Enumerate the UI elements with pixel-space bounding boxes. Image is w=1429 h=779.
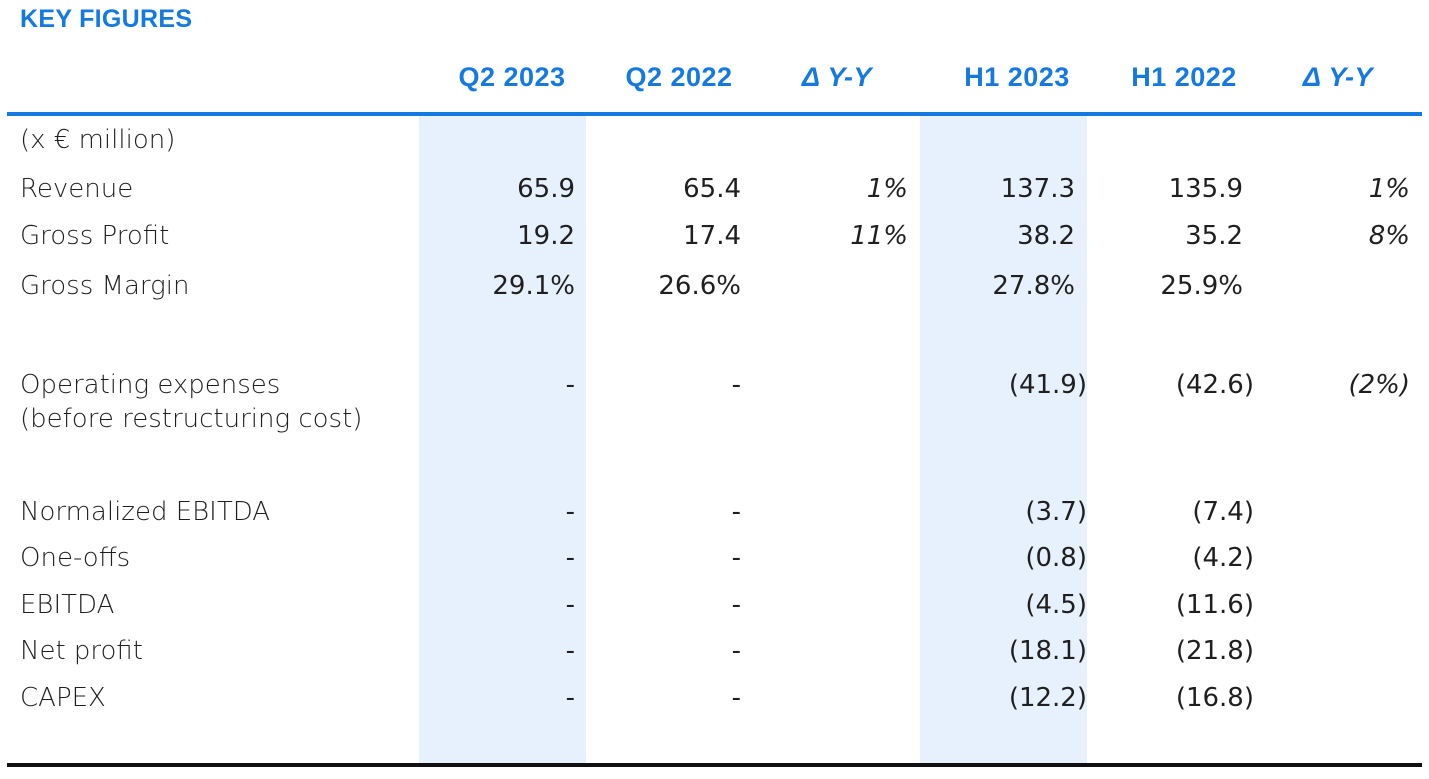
cell-gross-margin-h1-2022: 25.9% xyxy=(1160,271,1243,301)
cell-normalized-ebitda-q2-2022: - xyxy=(731,497,741,527)
cell-opex-q2-2022: - xyxy=(731,370,741,400)
page-title: KEY FIGURES xyxy=(20,5,193,33)
cell-capex-q2-2023: - xyxy=(565,683,575,713)
cell-gross-margin-q2-2023: 29.1% xyxy=(492,271,575,301)
cell-net-profit-q2-2022: - xyxy=(731,636,741,666)
row-label-revenue: Revenue xyxy=(20,174,134,204)
header-q2-2022: Q2 2022 xyxy=(625,62,733,92)
cell-gross-profit-h1-2022: 35.2 xyxy=(1185,221,1243,251)
cell-one-offs-q2-2022: - xyxy=(731,543,741,573)
cell-capex-h1-2022: (16.8) xyxy=(1175,683,1254,713)
row-label-gross-margin: Gross Margin xyxy=(20,271,190,301)
row-label-ebitda: EBITDA xyxy=(20,590,115,620)
cell-ebitda-q2-2023: - xyxy=(565,590,575,620)
row-label-capex: CAPEX xyxy=(20,683,106,713)
row-label-normalized-ebitda: Normalized EBITDA xyxy=(20,497,271,527)
cell-gross-profit-q2-2022: 17.4 xyxy=(683,221,741,251)
header-h-delta: Δ Y-Y xyxy=(1302,62,1374,92)
header-q2-2023: Q2 2023 xyxy=(458,62,566,92)
cell-revenue-q2-2022: 65.4 xyxy=(683,174,741,204)
cell-normalized-ebitda-h1-2023: (3.7) xyxy=(1025,497,1087,527)
cell-normalized-ebitda-h1-2022: (7.4) xyxy=(1192,497,1254,527)
cell-ebitda-h1-2023: (4.5) xyxy=(1025,590,1087,620)
highlight-column-q2-2023 xyxy=(419,116,586,764)
cell-revenue-q-delta: 1% xyxy=(866,174,908,204)
header-q-delta: Δ Y-Y xyxy=(801,62,873,92)
cell-one-offs-h1-2023: (0.8) xyxy=(1025,543,1087,573)
cell-ebitda-q2-2022: - xyxy=(731,590,741,620)
header-h1-2023: H1 2023 xyxy=(964,62,1070,92)
cell-opex-h1-2022: (42.6) xyxy=(1175,370,1254,400)
cell-normalized-ebitda-q2-2023: - xyxy=(565,497,575,527)
row-label-gross-profit: Gross Profit xyxy=(20,221,170,251)
cell-one-offs-h1-2022: (4.2) xyxy=(1192,543,1254,573)
unit-label: (x € million) xyxy=(20,125,176,155)
table-bottom-rule xyxy=(7,763,1422,767)
header-h1-2022: H1 2022 xyxy=(1131,62,1237,92)
cell-gross-margin-q2-2022: 26.6% xyxy=(658,271,741,301)
cell-gross-profit-h-delta: 8% xyxy=(1368,221,1410,251)
cell-revenue-h1-2022: 135.9 xyxy=(1168,174,1243,204)
cell-revenue-q2-2023: 65.9 xyxy=(517,174,575,204)
cell-ebitda-h1-2022: (11.6) xyxy=(1175,590,1254,620)
cell-opex-h-delta: (2%) xyxy=(1348,370,1410,400)
cell-revenue-h-delta: 1% xyxy=(1368,174,1410,204)
cell-net-profit-h1-2023: (18.1) xyxy=(1008,636,1087,666)
highlight-column-h1-2023 xyxy=(920,116,1087,764)
header-rule xyxy=(7,112,1422,116)
cell-gross-profit-h1-2023: 38.2 xyxy=(1017,221,1075,251)
cell-gross-margin-h1-2023: 27.8% xyxy=(992,271,1075,301)
cell-net-profit-h1-2022: (21.8) xyxy=(1175,636,1254,666)
row-label-operating-expenses: Operating expenses xyxy=(20,370,281,400)
cell-revenue-h1-2023: 137.3 xyxy=(1000,174,1075,204)
cell-gross-profit-q2-2023: 19.2 xyxy=(517,221,575,251)
cell-opex-h1-2023: (41.9) xyxy=(1008,370,1087,400)
cell-one-offs-q2-2023: - xyxy=(565,543,575,573)
cell-net-profit-q2-2023: - xyxy=(565,636,575,666)
cell-capex-h1-2023: (12.2) xyxy=(1008,683,1087,713)
cell-opex-q2-2023: - xyxy=(565,370,575,400)
row-label-operating-expenses-note: (before restructuring cost) xyxy=(20,404,363,434)
cell-capex-q2-2022: - xyxy=(731,683,741,713)
row-label-one-offs: One-offs xyxy=(20,543,131,573)
cell-gross-profit-q-delta: 11% xyxy=(850,221,908,251)
row-label-net-profit: Net profit xyxy=(20,636,144,666)
